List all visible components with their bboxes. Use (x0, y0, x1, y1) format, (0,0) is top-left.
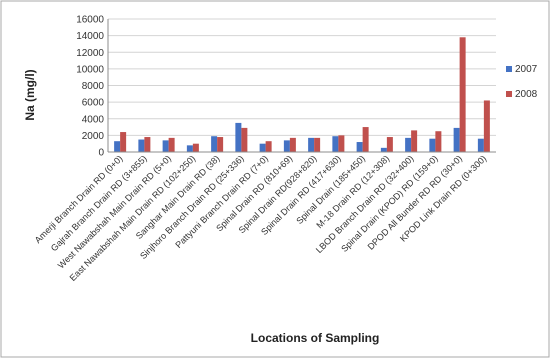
bar-2008-6 (241, 128, 247, 152)
bar-2008-4 (193, 144, 199, 152)
bar-2008-8 (290, 138, 296, 152)
bar-2007-8 (284, 140, 290, 152)
bar-2007-6 (235, 123, 241, 152)
bar-2008-9 (314, 138, 320, 152)
legend-swatch-2007 (506, 66, 512, 72)
y-tick-label: 10000 (76, 64, 104, 75)
bar-2007-13 (405, 138, 411, 152)
y-tick-label: 14000 (76, 31, 104, 42)
bar-2008-11 (363, 127, 369, 152)
y-tick-label: 16000 (76, 15, 104, 26)
bar-2007-15 (454, 128, 460, 152)
bar-2008-3 (169, 138, 175, 152)
bar-2007-9 (308, 138, 314, 152)
legend-swatch-2008 (506, 91, 512, 97)
bar-2007-16 (478, 139, 484, 152)
bar-2008-5 (217, 137, 223, 152)
bar-2007-11 (357, 142, 363, 152)
y-tick-label: 6000 (82, 98, 105, 109)
bar-2007-1 (114, 141, 120, 152)
bar-2007-14 (429, 139, 435, 152)
y-axis-label: Na (mg/l) (23, 69, 37, 120)
x-axis-label: Locations of Sampling (251, 331, 380, 345)
y-tick-label: 8000 (82, 81, 105, 92)
bar-2007-3 (163, 140, 169, 152)
bar-2007-5 (211, 136, 217, 152)
legend-label-2008: 2008 (515, 89, 538, 100)
bar-2008-12 (387, 137, 393, 152)
bar-2007-12 (381, 148, 387, 152)
legend-label-2007: 2007 (515, 64, 538, 75)
bar-2008-10 (338, 135, 344, 152)
bar-2008-16 (484, 100, 490, 152)
bar-2008-15 (460, 37, 466, 152)
bar-2008-7 (266, 141, 272, 152)
y-tick-label: 2000 (82, 131, 105, 142)
y-tick-label: 12000 (76, 48, 104, 59)
bar-2008-2 (144, 137, 150, 152)
bar-2007-7 (260, 144, 266, 152)
bar-2008-1 (120, 132, 126, 152)
bar-2008-14 (435, 131, 441, 152)
bar-2007-10 (332, 136, 338, 152)
y-tick-label: 4000 (82, 114, 105, 125)
bar-2008-13 (411, 130, 417, 152)
bar-2007-2 (138, 140, 144, 152)
bar-2007-4 (187, 145, 193, 152)
y-tick-label: 0 (98, 148, 104, 159)
